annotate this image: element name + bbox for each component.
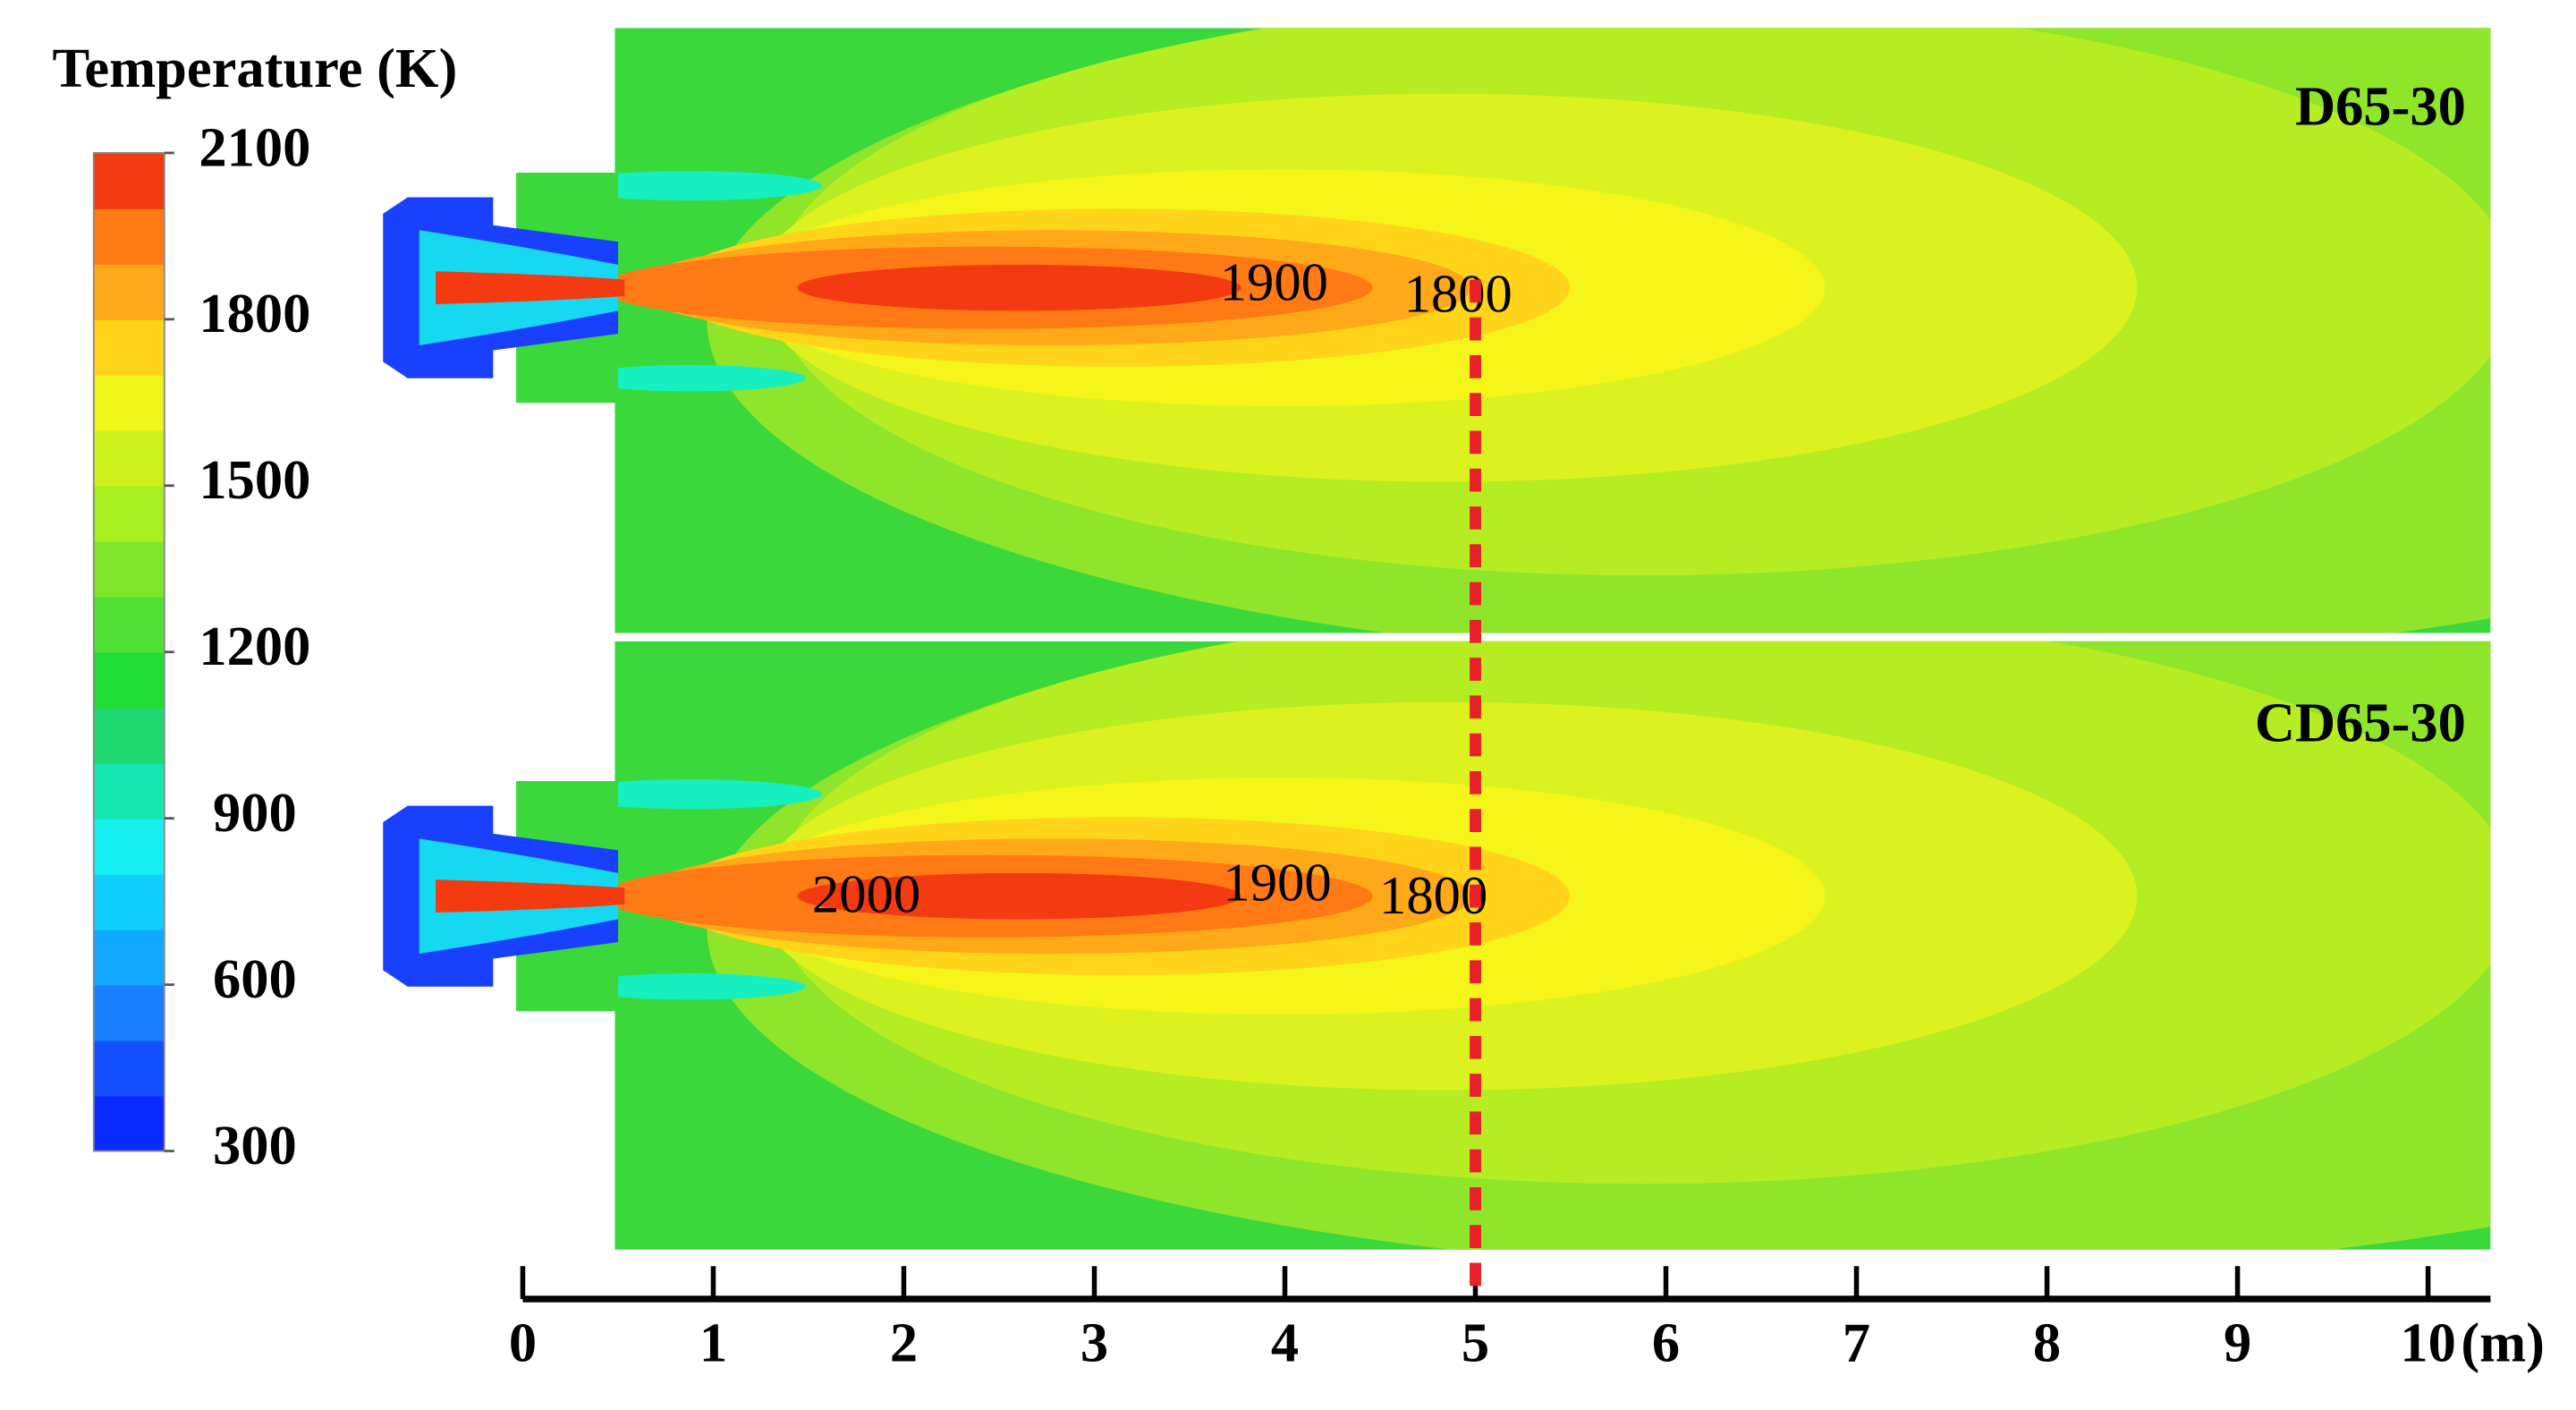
colorbar-band: [93, 1095, 165, 1152]
contour-region: [614, 779, 822, 810]
x-tick-label: 9: [2224, 1311, 2251, 1373]
colorbar-band: [93, 208, 165, 265]
contour-region: [614, 973, 806, 1000]
contour-label: 1800: [1379, 866, 1487, 926]
colorbar-band: [93, 152, 165, 209]
x-tick-label: 10: [2400, 1311, 2455, 1373]
contour-label: 1900: [1220, 253, 1328, 313]
contour-region: [797, 264, 1241, 311]
colorbar-band: [93, 873, 165, 930]
colorbar-band: [93, 929, 165, 986]
x-tick-label: 0: [509, 1311, 537, 1373]
burner-jet-core: [436, 271, 625, 305]
colorbar-band: [93, 818, 165, 875]
colorbar-title: Temperature (K): [52, 37, 457, 99]
contour-region: [614, 171, 822, 201]
colorbar-tick-label: 600: [213, 947, 297, 1010]
contour-panel: [614, 28, 2491, 633]
contour-label: 2000: [812, 864, 920, 924]
colorbar-tick-label: 300: [213, 1114, 297, 1176]
contour-label: 1800: [1404, 264, 1513, 324]
x-tick-label: 5: [1462, 1311, 1489, 1373]
panel-label: CD65-30: [2255, 692, 2466, 754]
colorbar-band: [93, 707, 165, 764]
x-tick-label: 2: [890, 1311, 918, 1373]
colorbar-tick-label: 1200: [199, 615, 310, 677]
contour-region: [614, 365, 806, 392]
colorbar-tick-label: 900: [213, 781, 297, 844]
colorbar-band: [93, 762, 165, 820]
x-tick-label: 1: [699, 1311, 727, 1373]
x-tick-label: 3: [1080, 1311, 1108, 1373]
colorbar-band: [93, 984, 165, 1041]
colorbar-tick-label: 1500: [199, 448, 310, 511]
x-unit: (m): [2461, 1311, 2545, 1373]
panel-label: D65-30: [2295, 74, 2466, 137]
x-tick-label: 8: [2033, 1311, 2061, 1373]
colorbar-band: [93, 429, 165, 487]
x-tick-label: 7: [1843, 1311, 1870, 1373]
x-tick-label: 4: [1271, 1311, 1299, 1373]
colorbar-band: [93, 263, 165, 320]
colorbar-band: [93, 651, 165, 709]
contour-region: [797, 872, 1241, 920]
colorbar-tick-label: 1800: [199, 282, 310, 344]
contour-panel: [614, 641, 2491, 1250]
burner-jet-core: [436, 879, 625, 913]
x-tick-label: 6: [1652, 1311, 1680, 1373]
colorbar-band: [93, 319, 165, 376]
colorbar-band: [93, 540, 165, 598]
colorbar-tick-label: 2100: [199, 115, 310, 178]
contour-label: 1900: [1223, 853, 1331, 913]
colorbar-band: [93, 485, 165, 542]
colorbar-band: [93, 374, 165, 431]
colorbar-band: [93, 1040, 165, 1097]
colorbar-band: [93, 596, 165, 653]
